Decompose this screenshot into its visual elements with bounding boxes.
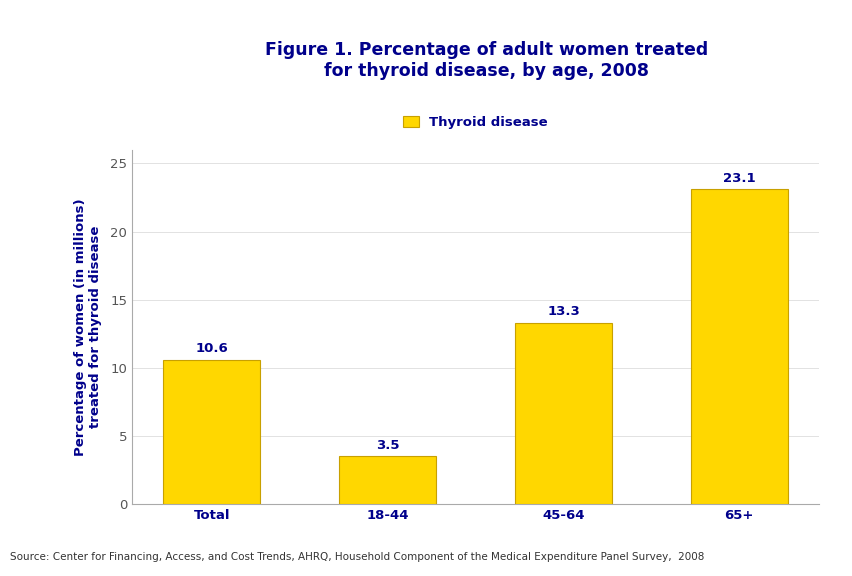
Text: Source: Center for Financing, Access, and Cost Trends, AHRQ, Household Component: Source: Center for Financing, Access, an…: [10, 552, 704, 562]
Y-axis label: Percentage of women (in millions)
treated for thyroid disease: Percentage of women (in millions) treate…: [74, 198, 102, 456]
Bar: [164, 359, 260, 504]
Bar: [515, 323, 611, 504]
Text: 10.6: 10.6: [195, 342, 227, 355]
Bar: [690, 190, 786, 504]
Text: 23.1: 23.1: [722, 172, 755, 184]
Legend: Thyroid disease: Thyroid disease: [397, 111, 553, 134]
Text: 3.5: 3.5: [376, 438, 399, 452]
Bar: [339, 456, 435, 504]
Text: Figure 1. Percentage of adult women treated
for thyroid disease, by age, 2008: Figure 1. Percentage of adult women trea…: [264, 41, 707, 80]
Text: 13.3: 13.3: [546, 305, 579, 318]
